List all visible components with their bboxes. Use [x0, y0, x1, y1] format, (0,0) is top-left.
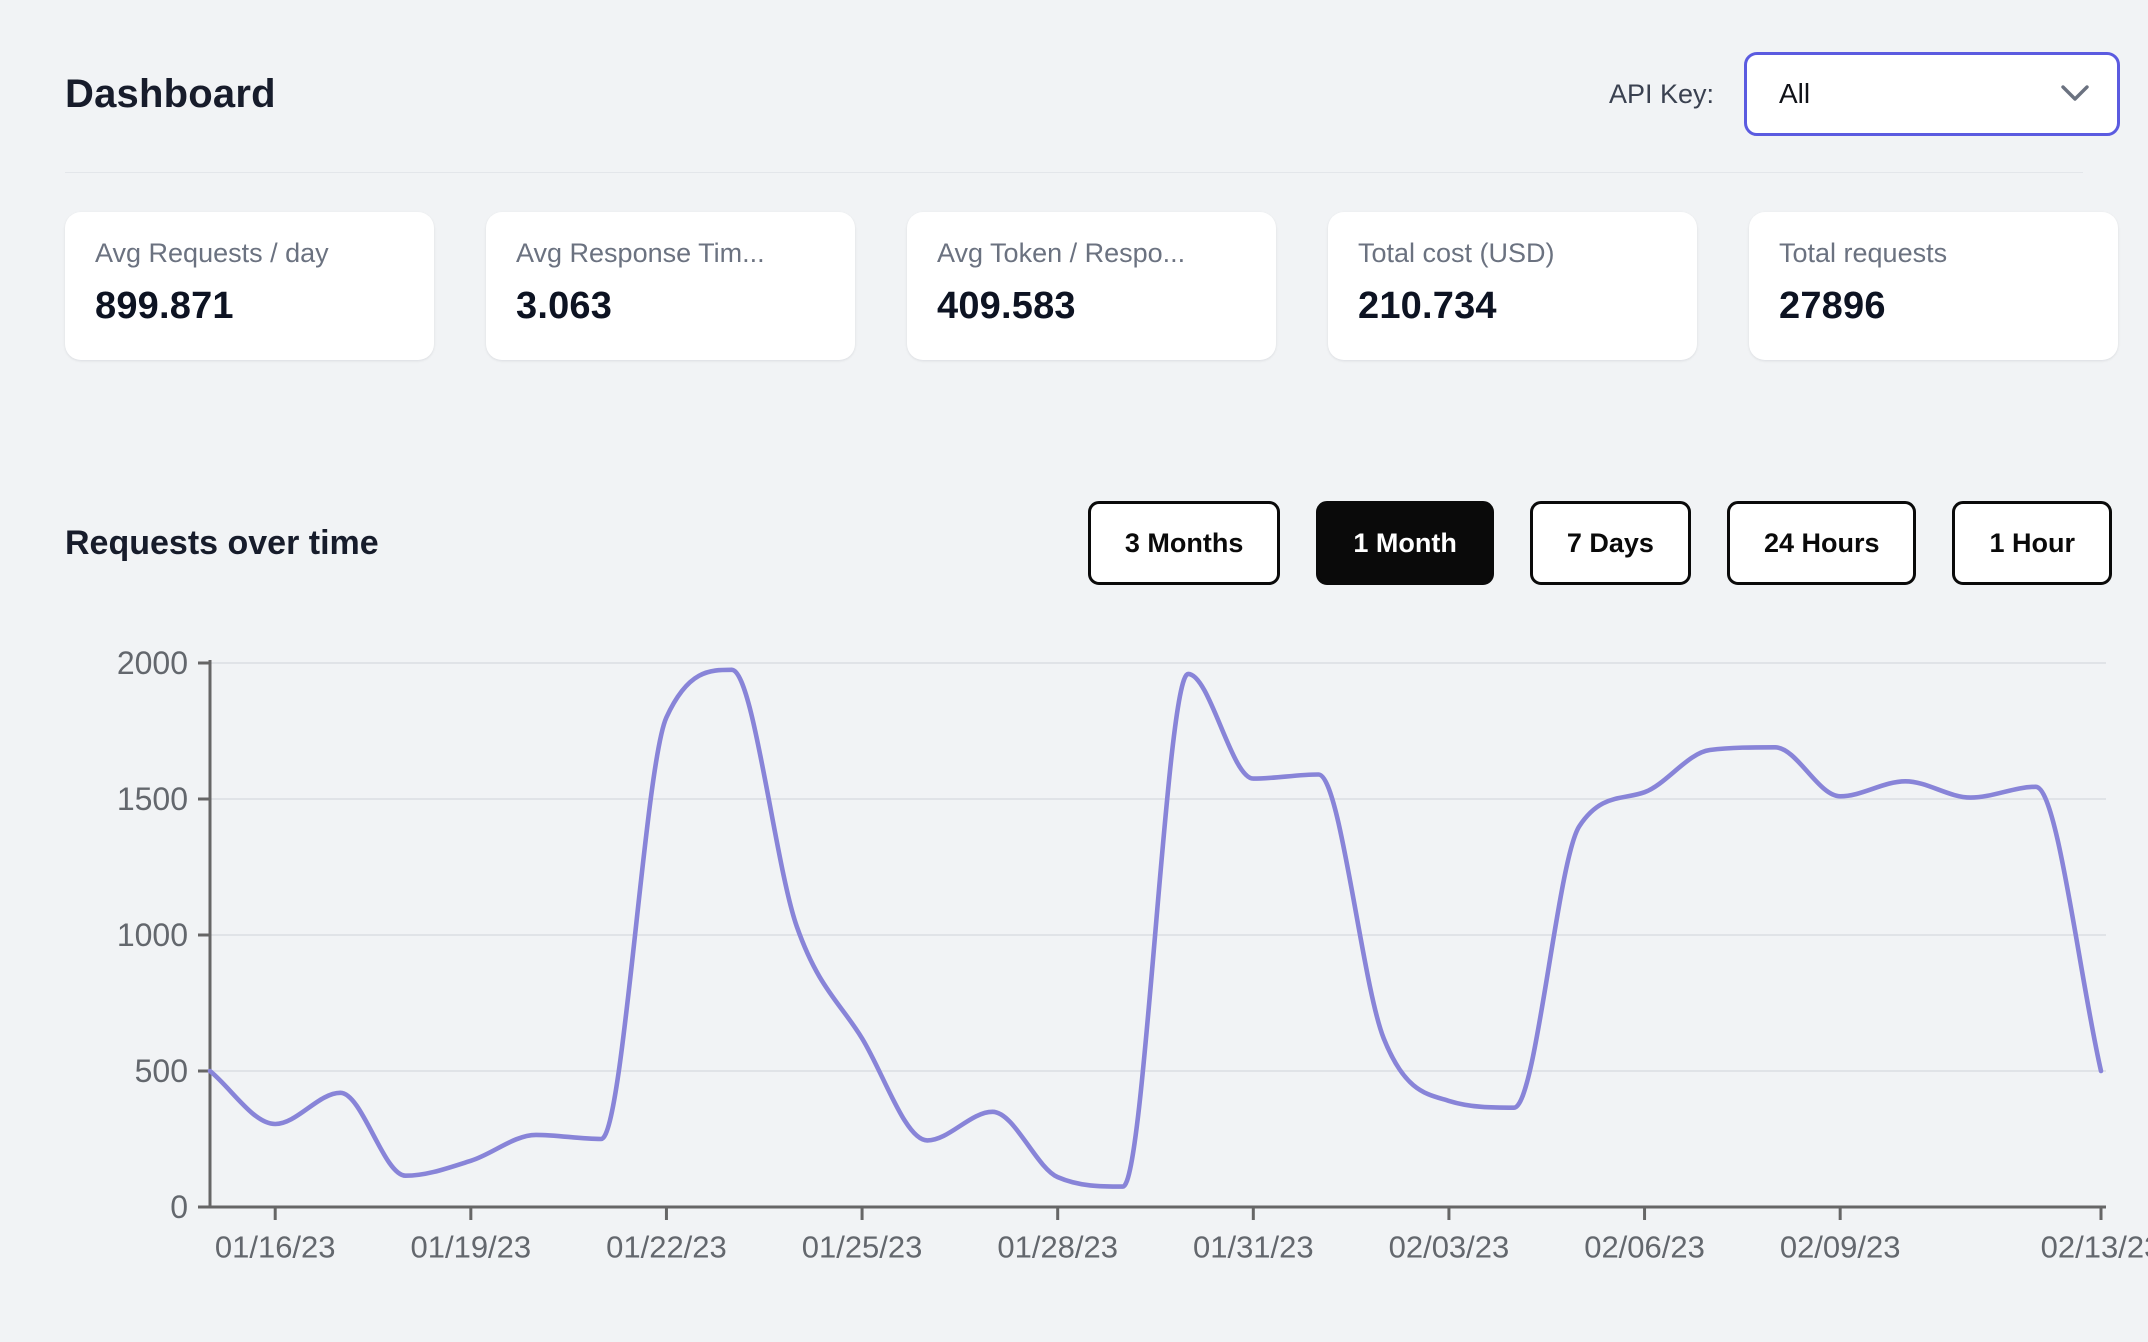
y-tick-label: 1000 [117, 917, 188, 953]
header: Dashboard API Key: All [65, 48, 2120, 140]
stat-cards: Avg Requests / day 899.871 Avg Response … [65, 212, 2118, 360]
stat-value: 27896 [1779, 285, 1886, 327]
x-tick-label: 01/22/23 [606, 1230, 727, 1265]
range-button-1-hour[interactable]: 1 Hour [1952, 501, 2112, 585]
x-tick-label: 01/19/23 [410, 1230, 531, 1265]
stat-value: 210.734 [1358, 285, 1497, 327]
x-tick-label: 01/28/23 [997, 1230, 1118, 1265]
x-tick-label: 02/13/23 [2041, 1230, 2148, 1265]
x-tick-label: 01/31/23 [1193, 1230, 1314, 1265]
api-key-label: API Key: [1608, 78, 1714, 109]
y-tick-label: 1500 [117, 781, 188, 817]
stat-label: Total requests [1779, 238, 1948, 268]
requests-line-series [207, 667, 2104, 1189]
range-button-3-months[interactable]: 3 Months [1087, 501, 1281, 585]
header-divider [65, 172, 2083, 173]
stat-value: 409.583 [937, 285, 1076, 327]
range-button-1-month[interactable]: 1 Month [1316, 501, 1494, 585]
api-key-filter: API Key: All [1609, 52, 2120, 136]
range-button-7-days[interactable]: 7 Days [1529, 501, 1691, 585]
stat-value: 3.063 [516, 285, 613, 327]
section-head: Requests over time 3 Months 1 Month 7 Da… [65, 500, 2112, 586]
x-tick-label: 01/25/23 [802, 1230, 923, 1265]
api-key-select[interactable]: All [1744, 52, 2120, 136]
api-key-selected-value: All [1779, 78, 1811, 109]
time-range-buttons: 3 Months 1 Month 7 Days 24 Hours 1 Hour [1087, 501, 2112, 585]
chevron-down-icon [2061, 85, 2089, 101]
stat-card-avg-response-time: Avg Response Tim... 3.063 [486, 212, 855, 360]
x-tick-label: 02/03/23 [1389, 1230, 1510, 1265]
stat-label: Avg Token / Respo... [937, 238, 1186, 268]
stat-card-avg-token: Avg Token / Respo... 409.583 [907, 212, 1276, 360]
stat-value: 899.871 [95, 285, 234, 327]
x-tick-label: 02/06/23 [1584, 1230, 1705, 1265]
stat-label: Avg Response Tim... [516, 238, 765, 268]
section-title: Requests over time [65, 523, 379, 562]
y-tick-label: 500 [135, 1053, 188, 1089]
stat-label: Avg Requests / day [95, 238, 329, 268]
x-tick-label: 02/09/23 [1780, 1230, 1901, 1265]
x-tick-label: 01/16/23 [215, 1230, 336, 1265]
range-button-24-hours[interactable]: 24 Hours [1726, 501, 1917, 585]
stat-card-avg-requests: Avg Requests / day 899.871 [65, 212, 434, 360]
stat-card-total-requests: Total requests 27896 [1749, 212, 2118, 360]
stat-label: Total cost (USD) [1358, 238, 1555, 268]
page-title: Dashboard [65, 71, 276, 116]
stat-card-total-cost: Total cost (USD) 210.734 [1328, 212, 1697, 360]
y-tick-label: 2000 [117, 645, 188, 681]
y-tick-label: 0 [170, 1189, 188, 1225]
